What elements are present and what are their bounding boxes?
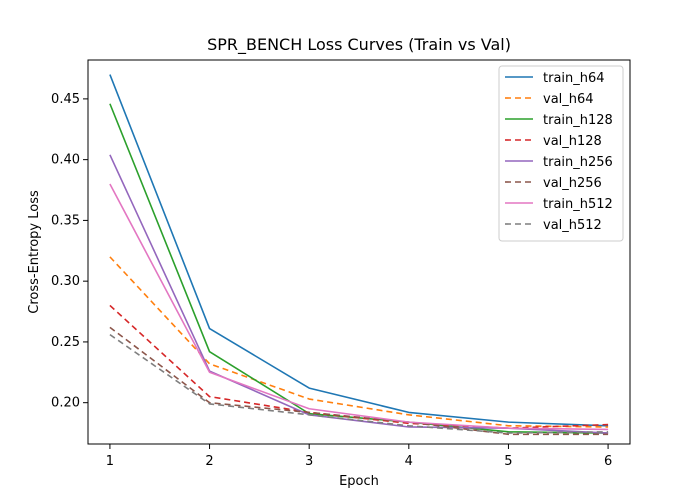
legend-label-train_h512: train_h512 [543, 197, 613, 212]
series-line-val_h128 [109, 304, 609, 430]
x-axis-ticks: 1 2 3 4 5 6 [106, 444, 612, 469]
series-line-val_h512 [109, 333, 609, 434]
legend-label-val_h64: val_h64 [543, 92, 594, 107]
x-tick-label-2: 3 [305, 454, 313, 469]
x-tick-label-0: 1 [106, 454, 114, 469]
y-tick-label-2: 0.30 [51, 274, 80, 289]
legend-label-val_h256: val_h256 [543, 176, 602, 191]
chart-title: SPR_BENCH Loss Curves (Train vs Val) [207, 35, 511, 55]
legend-label-val_h512: val_h512 [543, 218, 602, 233]
legend: train_h64 val_h64 train_h128 val_h128 train_… [498, 65, 624, 242]
legend-label-train_h64: train_h64 [543, 71, 605, 86]
series-group [109, 74, 609, 436]
y-tick-label-1: 0.25 [51, 335, 80, 350]
x-tick-label-1: 2 [205, 454, 213, 469]
series-line-train_h64 [109, 74, 609, 427]
plot-area [87, 59, 631, 445]
y-axis-ticks: 0.20 0.25 0.30 0.35 0.40 0.45 [51, 92, 88, 411]
y-tick-label-5: 0.45 [51, 92, 80, 107]
legend-label-val_h128: val_h128 [543, 134, 602, 149]
legend-label-train_h256: train_h256 [543, 155, 613, 170]
series-line-val_h64 [109, 256, 609, 428]
series-line-val_h256 [109, 326, 609, 436]
y-axis-label: Cross-Entropy Loss [27, 190, 42, 314]
legend-label-train_h128: train_h128 [543, 113, 613, 128]
y-tick-label-0: 0.20 [51, 396, 80, 411]
x-tick-label-3: 4 [405, 454, 413, 469]
x-tick-label-5: 6 [604, 454, 612, 469]
series-line-train_h512 [109, 183, 609, 431]
legend-box [498, 65, 624, 242]
x-axis-label: Epoch [339, 474, 379, 489]
y-tick-label-4: 0.40 [51, 153, 80, 168]
y-tick-label-3: 0.35 [51, 213, 80, 228]
x-tick-label-4: 5 [504, 454, 512, 469]
plot-frame [87, 59, 631, 445]
